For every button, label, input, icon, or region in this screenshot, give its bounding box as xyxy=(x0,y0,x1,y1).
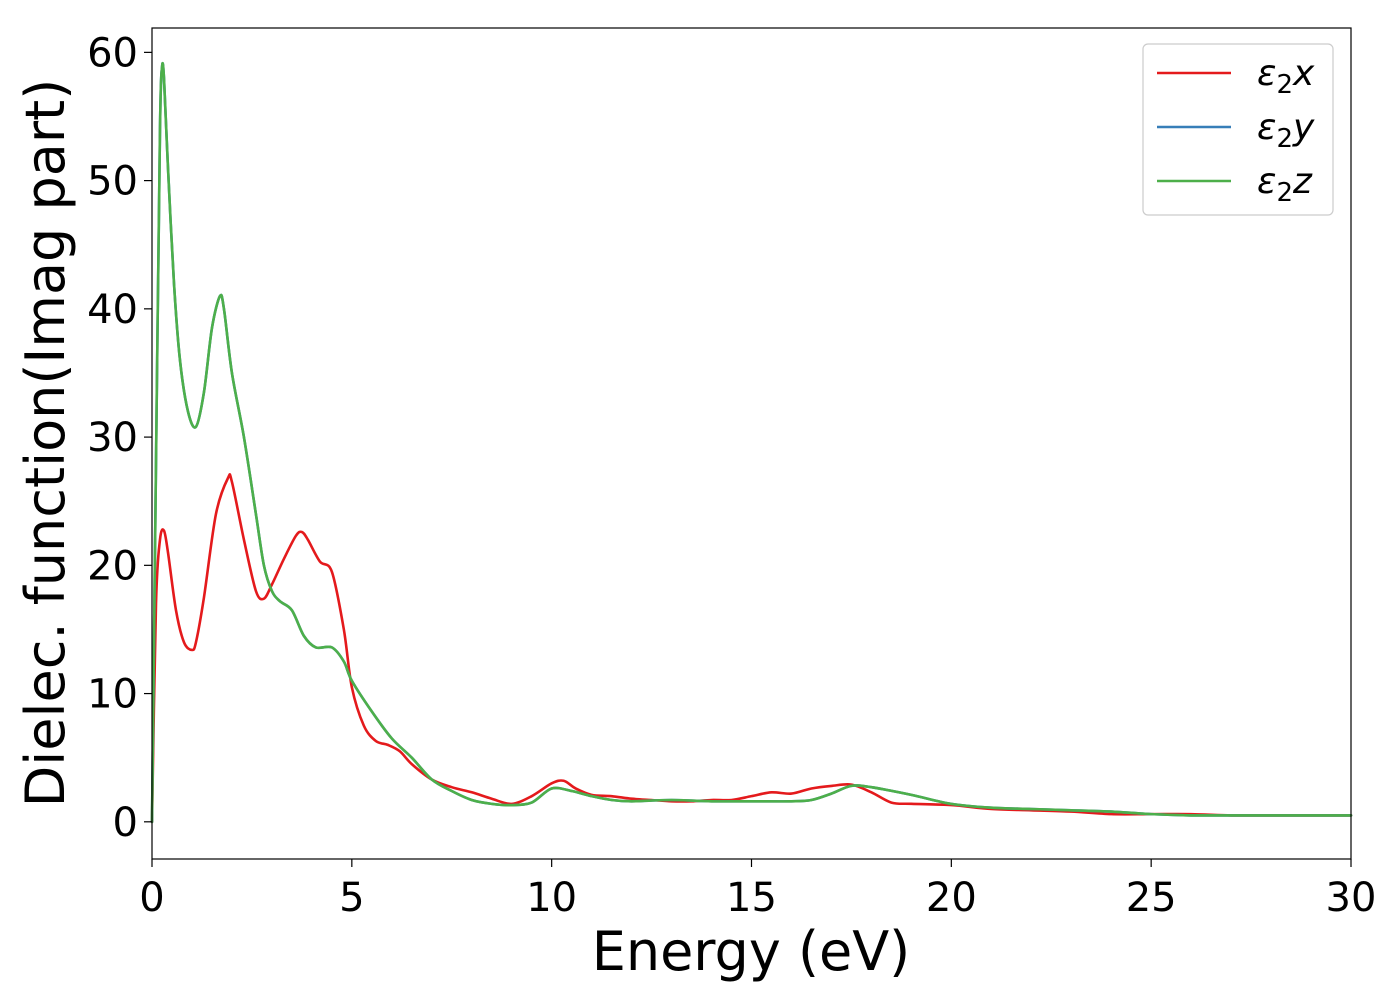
x-axis-ticks: 0 5 10 15 20 25 30 xyxy=(139,859,1376,921)
legend-frame xyxy=(1142,43,1334,216)
series-line-z xyxy=(150,61,1353,824)
legend-label-y: ε2y xyxy=(1257,107,1315,154)
y-tick-label: 20 xyxy=(87,543,138,589)
y-tick-label: 50 xyxy=(87,159,138,205)
legend-label-z: ε2z xyxy=(1257,161,1313,208)
x-tick-label: 25 xyxy=(1126,875,1177,921)
y-tick-label: 0 xyxy=(113,800,138,846)
x-tick-label: 10 xyxy=(526,875,577,921)
x-tick-label: 0 xyxy=(139,875,164,921)
x-tick-label: 20 xyxy=(926,875,977,921)
x-tick-label: 15 xyxy=(726,875,777,921)
x-tick-label: 5 xyxy=(339,875,364,921)
x-axis-title: Energy (eV) xyxy=(592,920,911,983)
y-tick-label: 30 xyxy=(87,415,138,461)
y-axis-ticks: 0 10 20 30 40 50 60 xyxy=(87,30,152,846)
x-tick-label: 30 xyxy=(1326,875,1377,921)
series-layer xyxy=(150,61,1353,824)
legend-label-x: ε2x xyxy=(1257,53,1315,100)
y-axis-title: Dielec. function(Imag part) xyxy=(14,79,77,808)
series-line-x xyxy=(150,473,1353,824)
legend: ε2x ε2y ε2z xyxy=(1142,43,1334,216)
y-tick-label: 40 xyxy=(87,287,138,333)
y-tick-label: 60 xyxy=(87,30,138,76)
y-tick-label: 10 xyxy=(87,672,138,718)
